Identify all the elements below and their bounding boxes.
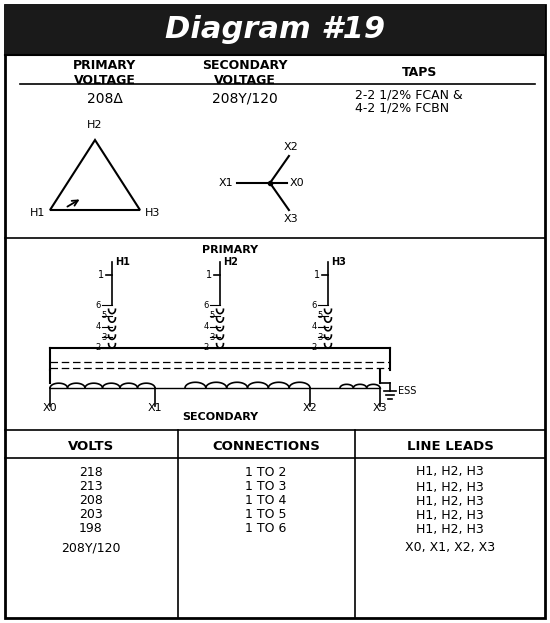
Text: X0: X0 bbox=[289, 178, 304, 188]
Text: H1: H1 bbox=[115, 257, 130, 267]
Text: 6: 6 bbox=[204, 300, 208, 310]
Text: 218: 218 bbox=[79, 465, 103, 478]
Text: X0, X1, X2, X3: X0, X1, X2, X3 bbox=[405, 541, 495, 554]
Text: X3: X3 bbox=[284, 214, 298, 224]
Text: X0: X0 bbox=[43, 403, 57, 413]
Text: SECONDARY: SECONDARY bbox=[182, 412, 258, 422]
Text: 6: 6 bbox=[95, 300, 101, 310]
Text: 1: 1 bbox=[98, 270, 104, 280]
Text: 208Y/120: 208Y/120 bbox=[212, 92, 278, 106]
Text: X1: X1 bbox=[218, 178, 233, 188]
Text: H2: H2 bbox=[87, 120, 103, 130]
Text: 2: 2 bbox=[204, 343, 208, 353]
Text: 4-2 1/2% FCBN: 4-2 1/2% FCBN bbox=[355, 102, 449, 115]
Text: PRIMARY
VOLTAGE: PRIMARY VOLTAGE bbox=[73, 59, 136, 87]
Text: 3: 3 bbox=[101, 333, 107, 342]
Text: 4: 4 bbox=[311, 322, 317, 331]
Text: H1, H2, H3: H1, H2, H3 bbox=[416, 523, 484, 536]
Text: H1, H2, H3: H1, H2, H3 bbox=[416, 495, 484, 508]
Text: Diagram #19: Diagram #19 bbox=[165, 16, 385, 44]
Text: 5: 5 bbox=[210, 312, 215, 320]
Text: 6: 6 bbox=[311, 300, 317, 310]
Text: CONNECTIONS: CONNECTIONS bbox=[212, 440, 320, 454]
Text: 2: 2 bbox=[95, 343, 101, 353]
Text: SECONDARY
VOLTAGE: SECONDARY VOLTAGE bbox=[202, 59, 288, 87]
Text: X1: X1 bbox=[148, 403, 162, 413]
Text: X2: X2 bbox=[302, 403, 317, 413]
Text: 1: 1 bbox=[206, 270, 212, 280]
Text: 203: 203 bbox=[79, 508, 103, 521]
Text: 3: 3 bbox=[210, 333, 215, 342]
Text: 208Δ: 208Δ bbox=[87, 92, 123, 106]
Text: ESS: ESS bbox=[398, 386, 416, 396]
Text: H1, H2, H3: H1, H2, H3 bbox=[416, 480, 484, 493]
Text: X2: X2 bbox=[284, 142, 298, 152]
Text: H1: H1 bbox=[30, 208, 45, 218]
Text: PRIMARY: PRIMARY bbox=[202, 245, 258, 255]
Text: 4: 4 bbox=[95, 322, 101, 331]
Text: 213: 213 bbox=[79, 480, 103, 493]
Text: X3: X3 bbox=[373, 403, 387, 413]
Text: 2-2 1/2% FCAN &: 2-2 1/2% FCAN & bbox=[355, 88, 463, 102]
Text: 2: 2 bbox=[311, 343, 317, 353]
Text: TAPS: TAPS bbox=[402, 67, 438, 80]
Text: 1 TO 6: 1 TO 6 bbox=[245, 523, 287, 536]
Text: 208Y/120: 208Y/120 bbox=[61, 541, 121, 554]
Text: 1: 1 bbox=[314, 270, 320, 280]
Text: 1 TO 5: 1 TO 5 bbox=[245, 508, 287, 521]
Text: H1, H2, H3: H1, H2, H3 bbox=[416, 465, 484, 478]
Text: H1, H2, H3: H1, H2, H3 bbox=[416, 508, 484, 521]
Text: 4: 4 bbox=[204, 322, 208, 331]
Text: H2: H2 bbox=[223, 257, 238, 267]
Text: H3: H3 bbox=[331, 257, 346, 267]
Text: VOLTS: VOLTS bbox=[68, 440, 114, 454]
Text: 5: 5 bbox=[101, 312, 107, 320]
Text: H3: H3 bbox=[145, 208, 161, 218]
Text: 3: 3 bbox=[317, 333, 323, 342]
Text: 1 TO 3: 1 TO 3 bbox=[245, 480, 287, 493]
Text: 1 TO 4: 1 TO 4 bbox=[245, 495, 287, 508]
Text: 5: 5 bbox=[317, 312, 323, 320]
Text: 1 TO 2: 1 TO 2 bbox=[245, 465, 287, 478]
Text: LINE LEADS: LINE LEADS bbox=[406, 440, 493, 454]
Bar bbox=[5, 5, 545, 55]
Text: 208: 208 bbox=[79, 495, 103, 508]
Text: 198: 198 bbox=[79, 523, 103, 536]
